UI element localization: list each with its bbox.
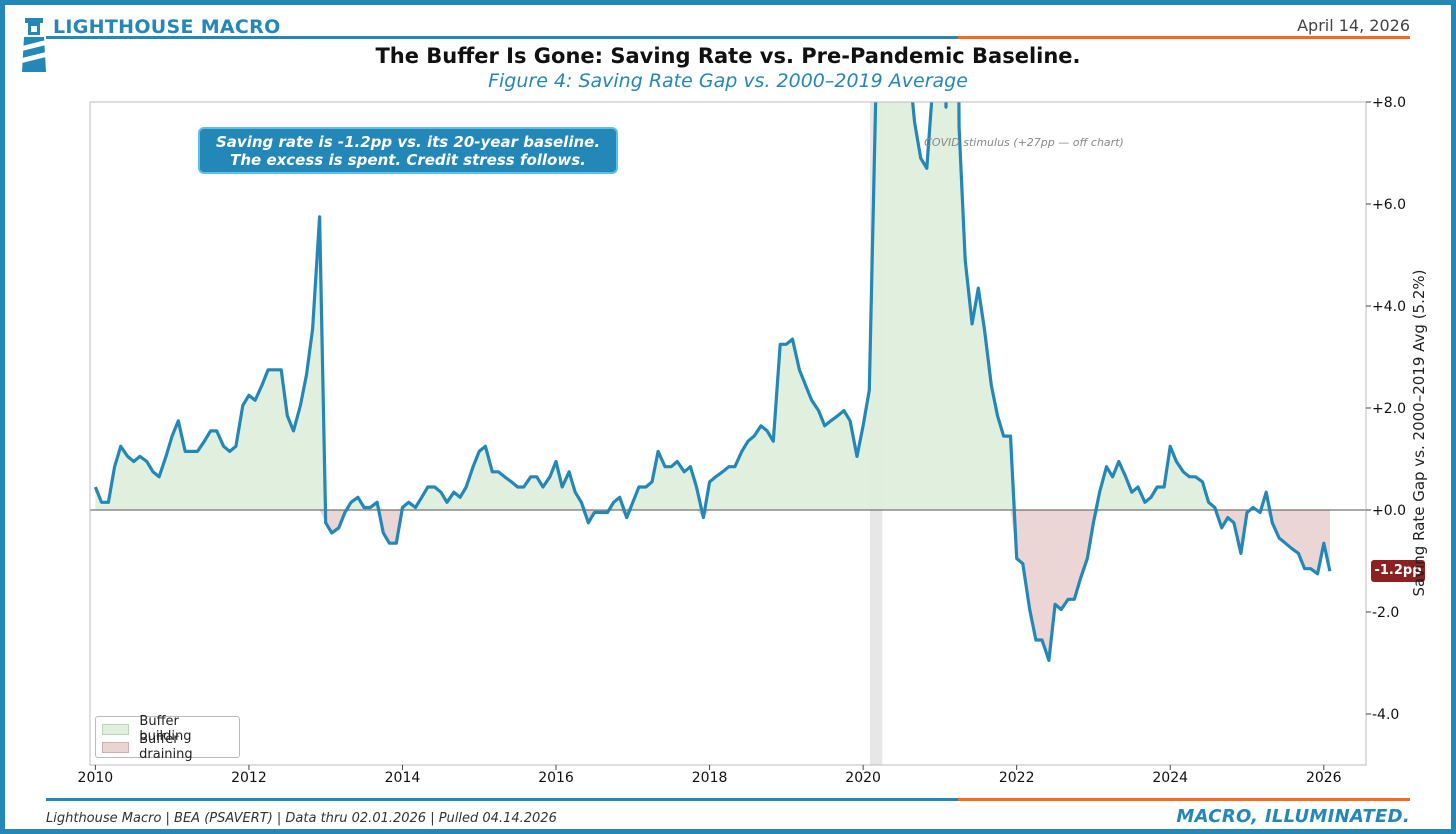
report-date: April 14, 2026 — [1297, 16, 1410, 35]
legend-swatch-red — [102, 741, 130, 753]
y-tick-label: +4.0 — [1372, 299, 1406, 315]
legend-swatch-green — [102, 723, 130, 735]
x-tick-label: 2024 — [1152, 770, 1188, 786]
callout-box: Saving rate is -1.2pp vs. its 20-year ba… — [198, 127, 618, 174]
saving-rate-gap-line — [93, 102, 1332, 662]
header-rule-orange — [958, 36, 1410, 39]
x-tick-label: 2016 — [538, 770, 574, 786]
callout-line-1: Saving rate is -1.2pp vs. its 20-year ba… — [215, 133, 601, 151]
x-axis: 2010 2012 2014 2016 2018 2020 2022 2024 2026 — [78, 765, 1342, 786]
legend-label: Buffer building — [139, 714, 192, 744]
chart-title: The Buffer Is Gone: Saving Rate vs. Pre-… — [375, 44, 1081, 68]
y-tick-label: +2.0 — [1372, 401, 1406, 417]
y-tick-label: +0.0 — [1372, 503, 1406, 519]
y-tick-label: -2.0 — [1372, 605, 1399, 621]
x-tick-label: 2014 — [385, 770, 421, 786]
footer-tagline: MACRO, ILLUMINATED. — [1176, 806, 1410, 827]
legend-label: Buffer draining — [139, 732, 193, 762]
last-value-badge: -1.2pp — [1371, 560, 1425, 583]
chart-legend: Buffer building Buffer draining — [95, 714, 240, 762]
brand-name: LIGHTHOUSE MACRO — [53, 16, 281, 38]
x-tick-label: 2022 — [999, 770, 1035, 786]
footer-rule-blue — [46, 798, 958, 801]
buffer-draining-area — [95, 510, 1330, 661]
footer-source: Lighthouse Macro | BEA (PSAVERT) | Data … — [46, 811, 557, 826]
y-axis-label: Saving Rate Gap vs. 2000–2019 Avg (5.2%) — [1410, 269, 1428, 597]
chart-subtitle: Figure 4: Saving Rate Gap vs. 2000–2019 … — [488, 70, 968, 92]
legend-item-buffer-draining: Buffer draining — [102, 732, 233, 762]
x-tick-label: 2020 — [845, 770, 881, 786]
lighthouse-logo-icon — [22, 18, 46, 72]
x-tick-label: 2026 — [1306, 770, 1342, 786]
header-rule-blue — [46, 36, 958, 39]
y-tick-label: +6.0 — [1372, 197, 1406, 213]
legend-item-buffer-building: Buffer building — [102, 714, 233, 744]
x-tick-label: 2018 — [692, 770, 728, 786]
x-tick-label: 2012 — [231, 770, 267, 786]
y-tick-label: -4.0 — [1372, 707, 1399, 723]
plot-border — [89, 101, 1367, 766]
footer-rule-orange — [958, 798, 1410, 801]
callout-line-2: The excess is spent. Credit stress follo… — [230, 151, 586, 169]
x-tick-label: 2010 — [78, 770, 114, 786]
y-tick-label: +8.0 — [1372, 95, 1406, 111]
covid-annotation: COVID stimulus (+27pp — off chart) — [924, 136, 1124, 149]
y-axis: +8.0 +6.0 +4.0 +2.0 +0.0 -2.0 -4.0 — [1366, 95, 1406, 723]
plot-area — [90, 102, 1366, 765]
buffer-building-area — [95, 102, 1330, 510]
